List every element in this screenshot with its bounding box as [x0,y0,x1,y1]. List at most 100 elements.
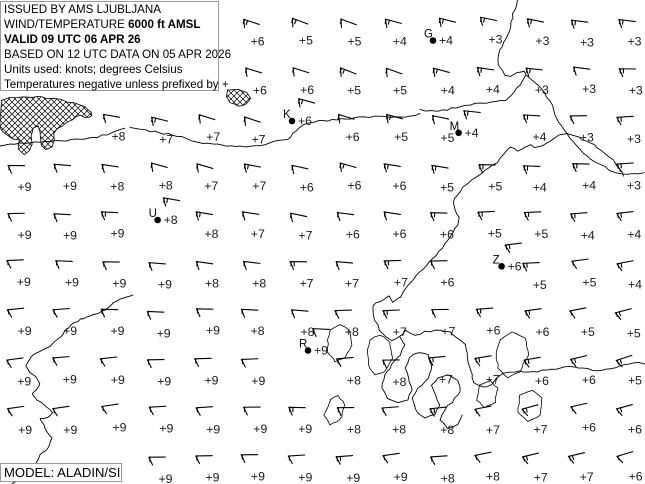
svg-text:+9: +9 [394,470,408,484]
svg-text:+8: +8 [301,325,315,339]
svg-text:+9: +9 [112,421,126,435]
svg-text:+3: +3 [580,131,594,145]
svg-text:+7: +7 [534,471,548,484]
svg-text:+9: +9 [18,180,32,194]
svg-text:+9: +9 [314,344,328,358]
svg-text:+7: +7 [298,229,312,243]
svg-text:+6: +6 [508,259,522,273]
svg-text:+7: +7 [393,325,407,339]
svg-text:+9: +9 [17,374,31,388]
svg-text:+5: +5 [628,374,642,388]
svg-text:+4: +4 [393,35,407,49]
svg-text:+8: +8 [440,423,454,437]
svg-text:+3: +3 [488,33,502,47]
svg-text:+4: +4 [486,83,500,97]
svg-text:+5: +5 [488,179,502,193]
svg-text:+8: +8 [486,469,500,483]
svg-text:+7: +7 [251,227,265,241]
svg-text:+6: +6 [582,373,596,387]
svg-text:+7: +7 [252,132,266,146]
svg-text:+7: +7 [486,423,500,437]
svg-text:+9: +9 [157,375,171,389]
svg-text:+3: +3 [582,82,596,96]
svg-text:+5: +5 [440,181,454,195]
svg-text:+6: +6 [535,374,549,388]
svg-text:+9: +9 [18,423,32,437]
svg-text:+8: +8 [164,213,178,227]
svg-text:+7: +7 [252,179,266,193]
svg-text:+7: +7 [441,324,455,338]
svg-text:+6: +6 [251,35,265,49]
svg-text:+9: +9 [159,472,173,484]
svg-text:+5: +5 [582,275,596,289]
svg-text:+6: +6 [300,83,314,97]
svg-text:+6: +6 [298,114,312,128]
svg-text:+9: +9 [159,422,173,436]
svg-text:+5: +5 [488,227,502,241]
svg-text:+9: +9 [253,422,267,436]
svg-text:+3: +3 [535,83,549,97]
svg-text:+4: +4 [628,278,642,292]
svg-text:+7: +7 [159,133,173,147]
svg-text:+9: +9 [111,324,125,338]
svg-text:+8: +8 [347,422,361,436]
svg-text:+5: +5 [533,278,547,292]
svg-text:+4: +4 [627,228,641,242]
svg-text:+5: +5 [627,326,641,340]
svg-text:+9: +9 [112,277,126,291]
svg-text:+8: +8 [251,324,265,338]
svg-text:+9: +9 [63,324,77,338]
svg-text:+5: +5 [348,35,362,49]
svg-text:+8: +8 [392,422,406,436]
svg-text:+9: +9 [65,276,79,290]
svg-text:+6: +6 [486,324,500,338]
svg-text:+9: +9 [111,373,125,387]
svg-text:+9: +9 [298,471,312,484]
svg-text:+8: +8 [392,375,406,389]
svg-text:+8: +8 [252,277,266,291]
svg-text:+6: +6 [440,276,454,290]
svg-text:+8: +8 [110,180,124,194]
svg-text:+7: +7 [345,277,359,291]
svg-text:+8: +8 [204,227,218,241]
svg-text:+9: +9 [298,422,312,436]
svg-text:+7: +7 [204,179,218,193]
svg-text:+3: +3 [629,84,643,98]
svg-text:+6: +6 [536,325,550,339]
svg-text:+8: +8 [159,178,173,192]
svg-text:+9: +9 [63,372,77,386]
svg-text:+8: +8 [347,373,361,387]
svg-text:+3: +3 [627,179,641,193]
svg-text:+9: +9 [205,373,219,387]
svg-text:+4: +4 [581,228,595,242]
svg-text:+4: +4 [582,179,596,193]
svg-text:+7: +7 [486,373,500,387]
svg-text:+5: +5 [581,325,595,339]
svg-text:+5: +5 [394,130,408,144]
svg-text:+5: +5 [534,227,548,241]
svg-text:+7: +7 [300,276,314,290]
svg-text:+5: +5 [347,83,361,97]
svg-text:+9: +9 [18,324,32,338]
svg-text:+6: +6 [346,228,360,242]
svg-text:+6: +6 [393,227,407,241]
svg-text:+9: +9 [206,324,220,338]
svg-text:+6: +6 [346,130,360,144]
svg-text:+8: +8 [441,471,455,484]
svg-text:+4: +4 [441,84,455,98]
svg-text:+9: +9 [206,422,220,436]
svg-text:+9: +9 [63,423,77,437]
svg-text:+4: +4 [465,126,479,140]
svg-text:+3: +3 [535,34,549,48]
svg-text:+6: +6 [300,181,314,195]
svg-text:+5: +5 [299,34,313,48]
svg-text:+5: +5 [393,84,407,98]
svg-text:+8: +8 [205,277,219,291]
svg-text:+7: +7 [534,423,548,437]
svg-text:+6: +6 [629,470,643,484]
svg-text:+9: +9 [158,278,172,292]
svg-text:+6: +6 [253,83,267,97]
svg-text:+7: +7 [439,372,453,386]
svg-text:+8: +8 [112,130,126,144]
svg-text:+6: +6 [347,178,361,192]
